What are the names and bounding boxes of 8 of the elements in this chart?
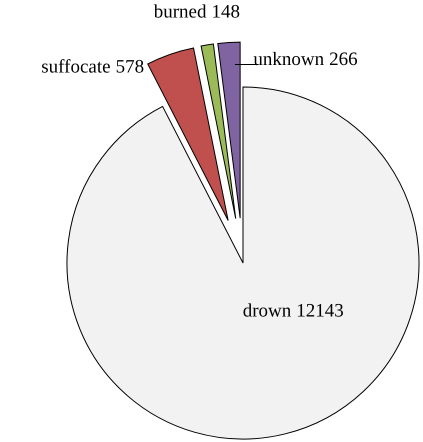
data-label: 578 xyxy=(116,56,144,78)
data-label: 266 xyxy=(329,48,358,70)
data-label: 12143 xyxy=(296,300,344,322)
slice-label: unknown xyxy=(253,48,325,70)
slice-label: burned xyxy=(154,1,207,22)
slice-label: suffocate xyxy=(41,56,111,78)
data-label: 148 xyxy=(211,1,240,22)
slice-label: drown xyxy=(242,300,292,322)
